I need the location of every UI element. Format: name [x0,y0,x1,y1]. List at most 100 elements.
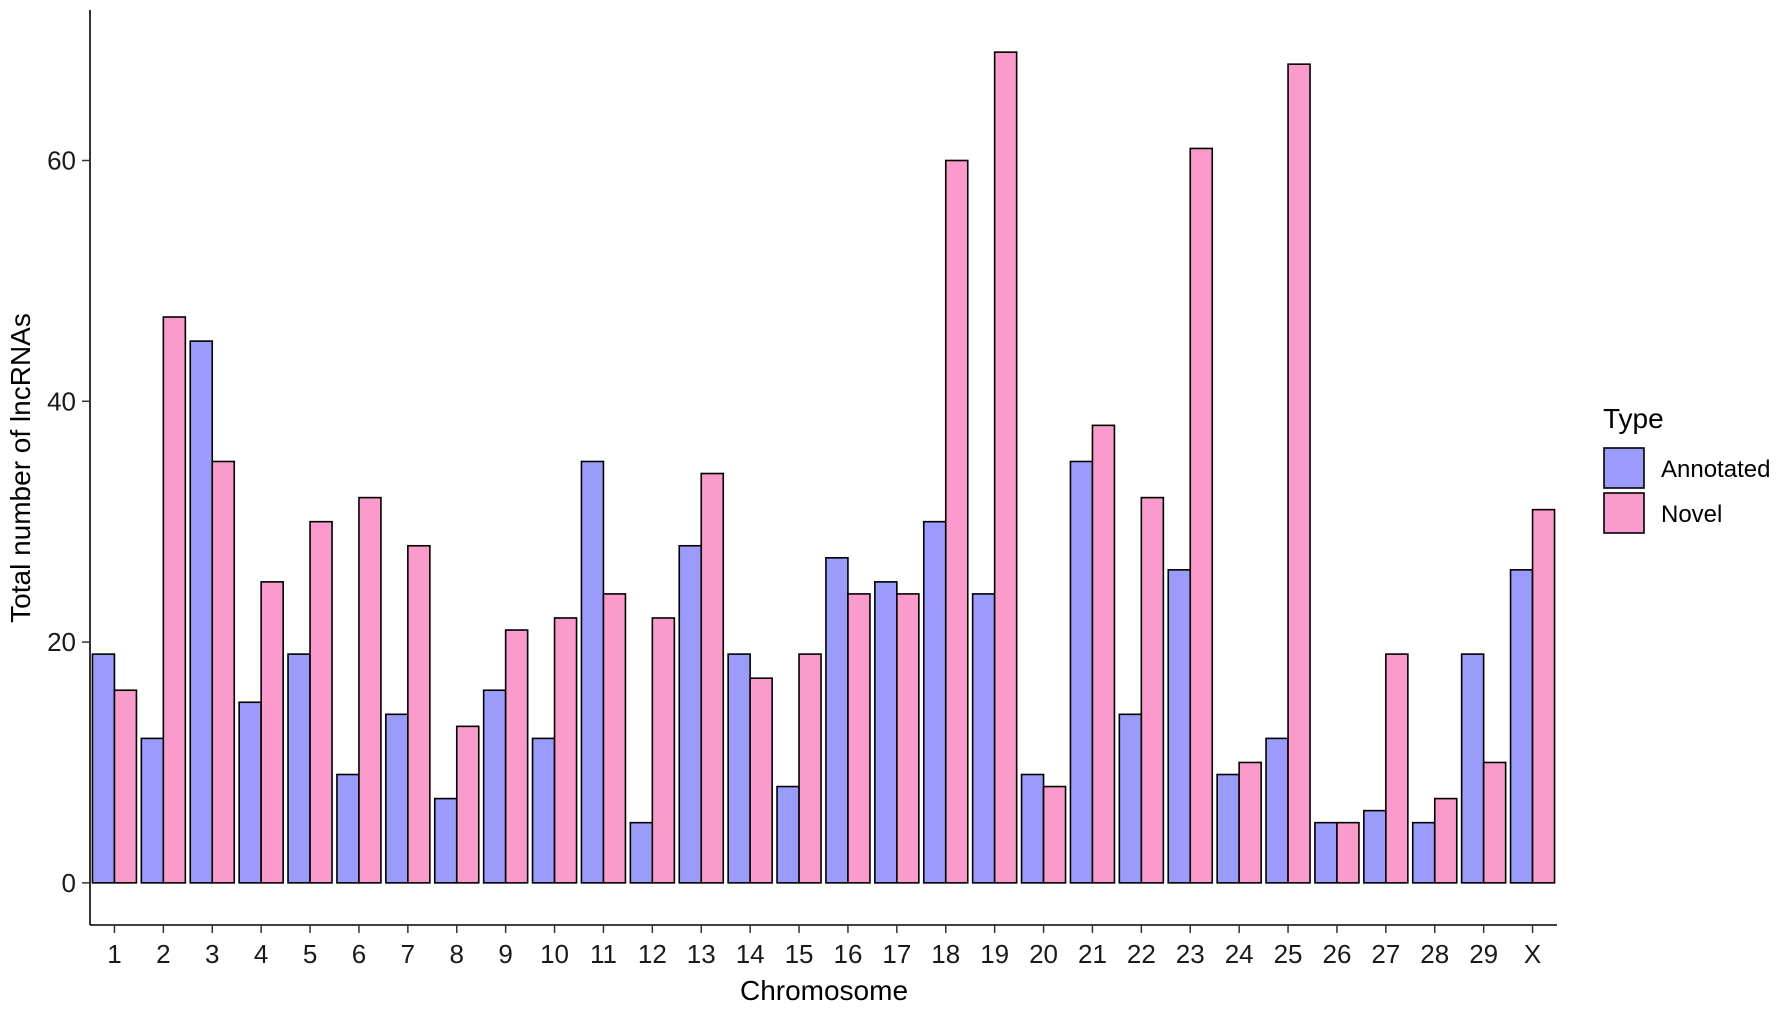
ticks-group: 1 2 3 4 5 6 7 8 9 10 11 12 13 14 15 16 17 18 19 20 21 22 23 24 2… [47,145,1541,969]
bar-annotated-chr-X [1509,569,1534,884]
x-tick-label: 17 [882,939,911,969]
bar-annotated-chr-6 [336,773,360,884]
bars-group [91,51,1556,884]
bar-novel-chr-4 [260,581,284,884]
bar-novel-chr-23 [1189,147,1214,884]
bar-annotated-chr-25 [1265,737,1289,884]
bar-novel-chr-21 [1091,424,1116,884]
bar-novel-chr-28 [1433,797,1458,884]
bar-novel-chr-15 [798,653,822,884]
bar-annotated-chr-28 [1411,821,1436,884]
y-tick-label: 20 [47,627,76,657]
bar-novel-chr-13 [700,472,725,884]
bar-novel-chr-3 [211,460,236,884]
bar-annotated-chr-2 [140,737,165,884]
bar-novel-chr-27 [1385,653,1409,884]
bar-novel-chr-11 [602,593,627,884]
bar-annotated-chr-5 [287,653,311,884]
bar-annotated-chr-17 [874,581,898,884]
axes-group [89,10,1557,926]
bar-annotated-chr-8 [433,797,458,884]
x-tick-label: 3 [205,939,219,969]
x-tick-label: 5 [303,939,317,969]
bar-novel-chr-9 [504,629,529,884]
bar-annotated-chr-4 [238,701,262,884]
bar-annotated-chr-10 [531,737,556,884]
bar-annotated-chr-14 [727,653,751,884]
bar-novel-chr-10 [553,617,578,884]
bar-novel-chr-6 [358,496,382,884]
bar-novel-chr-1 [113,689,138,884]
x-tick-label: 4 [254,939,268,969]
x-tick-label: 12 [638,939,667,969]
x-tick-label: 13 [687,939,716,969]
bar-annotated-chr-12 [629,821,654,884]
x-tick-label: 21 [1078,939,1107,969]
bar-novel-chr-14 [749,677,773,884]
x-tick-label: 23 [1176,939,1205,969]
x-tick-label: 10 [540,939,569,969]
x-tick-label: 25 [1274,939,1303,969]
legend-key-novel [1603,492,1645,534]
x-tick-label: 15 [785,939,814,969]
bar-annotated-chr-22 [1118,713,1143,884]
legend-key-annotated [1603,447,1645,489]
x-tick-label: 9 [498,939,512,969]
x-tick-label: 24 [1225,939,1254,969]
x-tick-label: 7 [401,939,415,969]
bar-annotated-chr-11 [580,460,605,884]
x-tick-label: 8 [450,939,464,969]
bar-annotated-chr-29 [1460,653,1485,884]
bar-annotated-chr-26 [1314,821,1338,884]
legend-title: Type [1603,403,1664,434]
bar-annotated-chr-15 [776,785,800,884]
legend-label-annotated: Annotated [1661,456,1770,483]
bar-annotated-chr-7 [385,713,409,884]
bar-annotated-chr-13 [678,544,703,884]
x-tick-label: 18 [931,939,960,969]
y-tick-label: 0 [62,868,76,898]
x-tick-label: 28 [1420,939,1449,969]
bar-novel-chr-5 [309,520,333,884]
bar-novel-chr-24 [1238,761,1262,884]
bar-novel-chr-26 [1336,821,1360,884]
bar-novel-chr-X [1531,508,1556,884]
y-tick-label: 40 [47,386,76,416]
bar-annotated-chr-24 [1216,773,1240,884]
bar-annotated-chr-1 [91,653,116,884]
x-tick-label: 14 [736,939,765,969]
x-tick-label: X [1524,939,1541,969]
legend: Type Annotated Novel [1603,403,1770,534]
x-tick-label: 6 [352,939,366,969]
x-tick-label: 2 [156,939,170,969]
x-tick-label: 26 [1322,939,1351,969]
bar-annotated-chr-27 [1363,809,1387,884]
bar-novel-chr-22 [1140,496,1165,884]
bar-novel-chr-20 [1042,785,1067,884]
x-tick-label: 19 [980,939,1009,969]
bar-novel-chr-19 [993,51,1018,884]
bar-annotated-chr-3 [189,340,214,884]
bar-novel-chr-2 [162,316,187,884]
x-axis-title: Chromosome [740,975,908,1006]
bar-novel-chr-25 [1287,63,1311,884]
bar-novel-chr-8 [455,725,480,884]
bar-novel-chr-18 [944,159,969,884]
x-tick-label: 29 [1469,939,1498,969]
bar-novel-chr-29 [1482,761,1507,884]
bar-annotated-chr-19 [971,593,996,884]
y-tick-label: 60 [47,145,76,175]
x-tick-label: 16 [833,939,862,969]
x-tick-label: 1 [107,939,121,969]
legend-label-novel: Novel [1661,501,1722,528]
y-axis-title: Total number of lncRNAs [5,313,36,623]
bar-novel-chr-7 [407,544,431,884]
bar-novel-chr-16 [847,593,871,884]
bar-novel-chr-17 [896,593,920,884]
x-tick-label: 20 [1029,939,1058,969]
bar-annotated-chr-21 [1069,460,1094,884]
x-tick-label: 11 [590,939,617,969]
x-tick-label: 22 [1127,939,1156,969]
bar-annotated-chr-16 [825,556,849,884]
